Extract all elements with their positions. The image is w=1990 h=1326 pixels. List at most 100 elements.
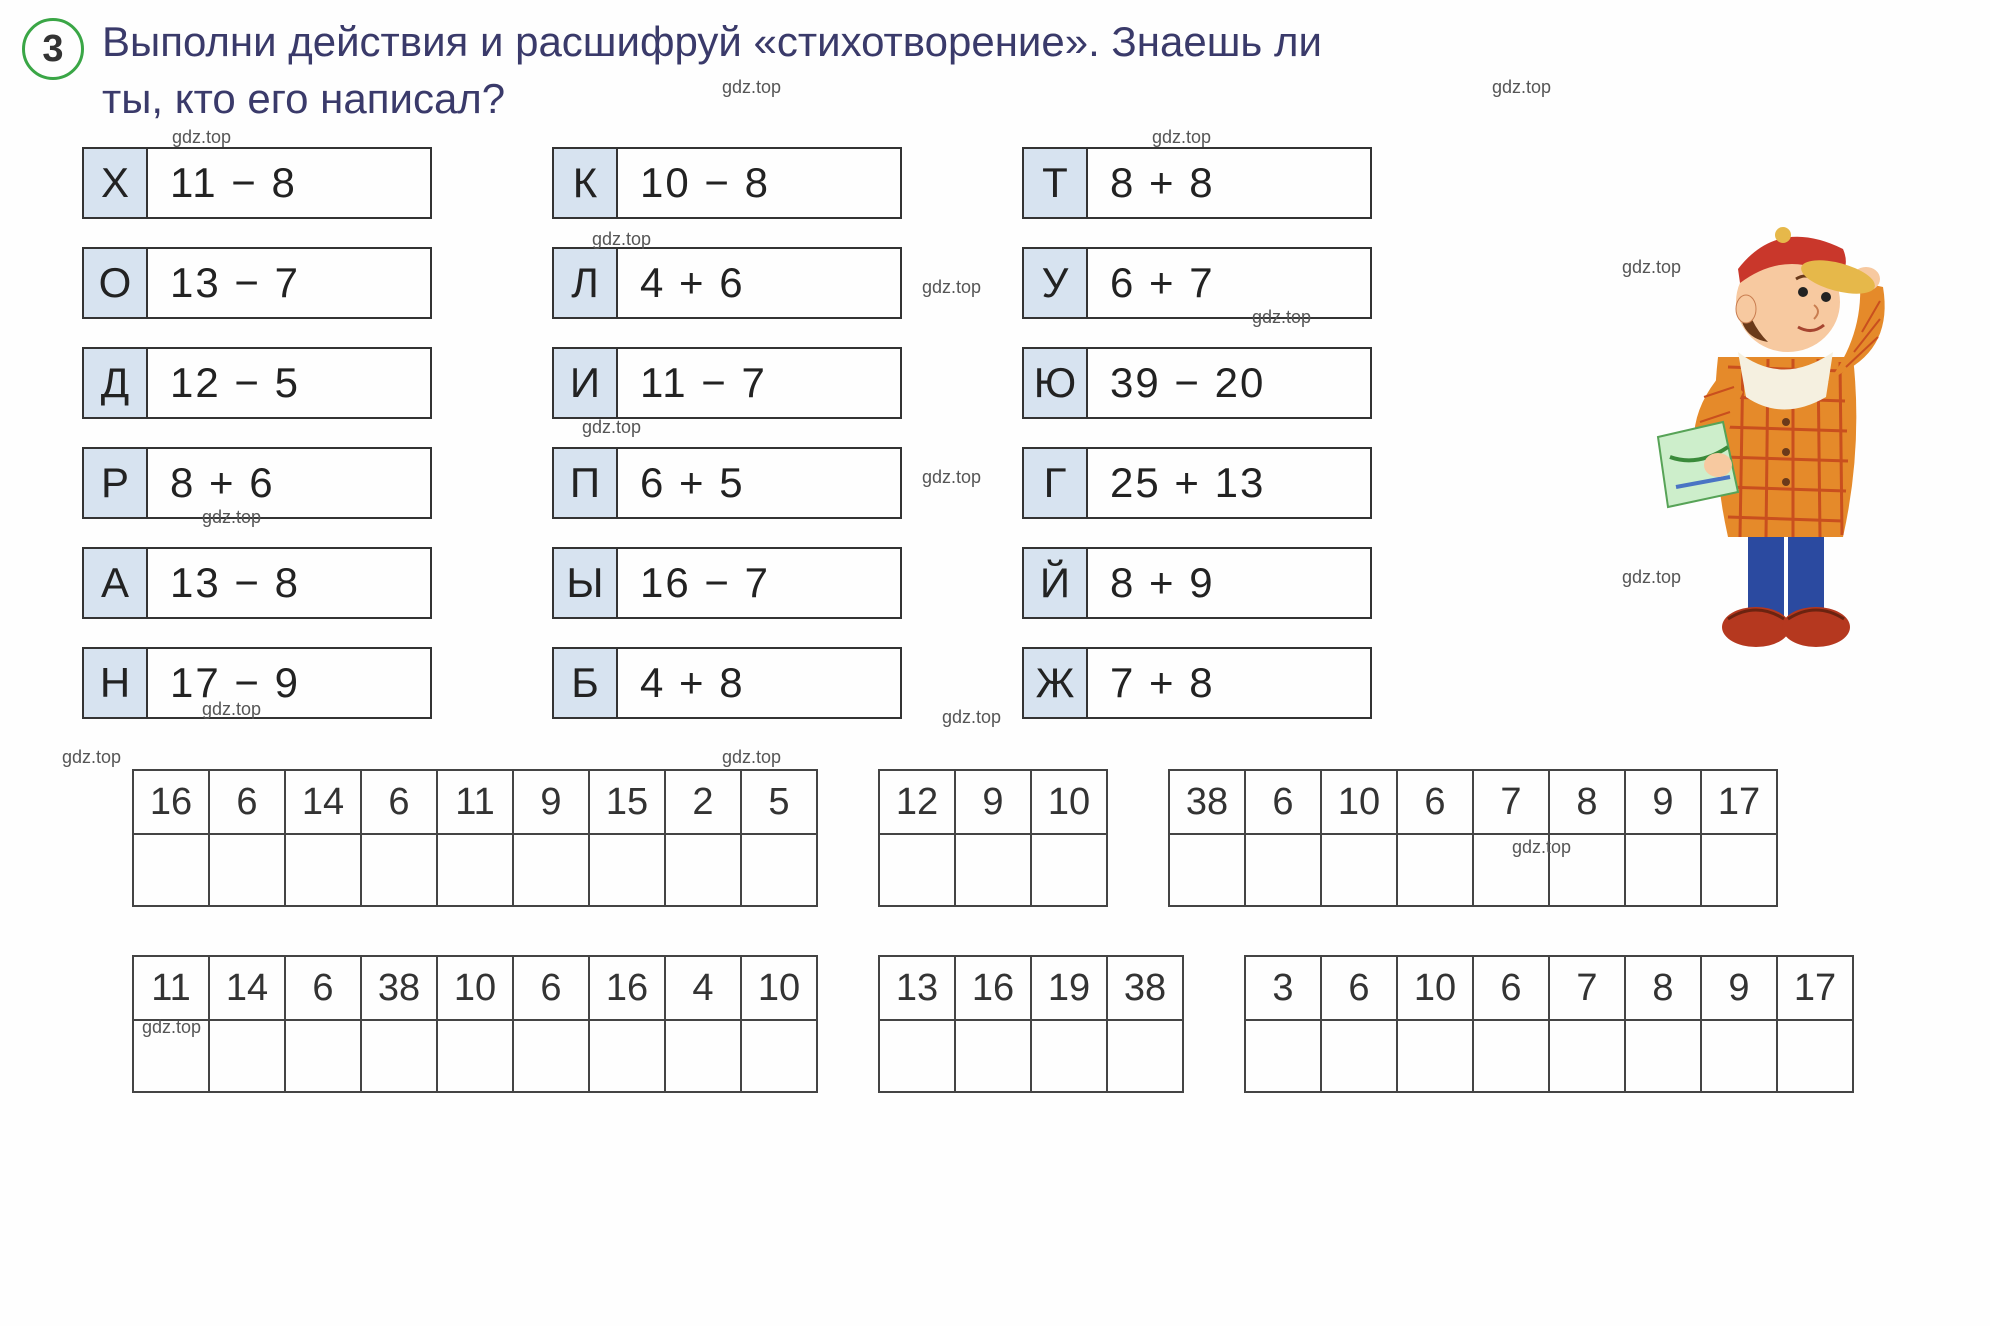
decode-number-cell: 6 xyxy=(361,770,437,834)
decode-answer-cell xyxy=(1549,1020,1625,1092)
cipher-expression: 8 + 9 xyxy=(1088,549,1370,617)
cipher-box: Т8 + 8 xyxy=(1022,147,1372,219)
cipher-expression: 10 − 8 xyxy=(618,149,900,217)
watermark: gdz.top xyxy=(922,277,981,298)
decode-table: 13161938 xyxy=(878,955,1184,1093)
decode-number-cell: 5 xyxy=(741,770,817,834)
decode-answer-cell xyxy=(513,834,589,906)
decode-number-cell: 38 xyxy=(361,956,437,1020)
decode-answer-cell xyxy=(589,1020,665,1092)
decode-number-cell: 2 xyxy=(665,770,741,834)
cipher-expression: 6 + 7 xyxy=(1088,249,1370,317)
decode-number-cell: 17 xyxy=(1701,770,1777,834)
cipher-letter: Д xyxy=(84,349,148,417)
cipher-expression: 4 + 8 xyxy=(618,649,900,717)
cipher-column: Х11 − 8О13 − 7Д12 − 5Р8 + 6А13 − 8Н17 − … xyxy=(82,147,432,719)
decode-answer-cell xyxy=(1625,834,1701,906)
decode-answer-cell xyxy=(955,834,1031,906)
cipher-box: Ж7 + 8 xyxy=(1022,647,1372,719)
decode-number-cell: 11 xyxy=(133,956,209,1020)
decode-number-cell: 6 xyxy=(1321,956,1397,1020)
cipher-letter: Ы xyxy=(554,549,618,617)
cipher-box: Ы16 − 7 xyxy=(552,547,902,619)
cipher-box: К10 − 8 xyxy=(552,147,902,219)
cipher-letter: Ю xyxy=(1024,349,1088,417)
watermark: gdz.top xyxy=(1252,307,1311,328)
decode-number-cell: 16 xyxy=(133,770,209,834)
cipher-letter: Т xyxy=(1024,149,1088,217)
decode-answer-cell xyxy=(1321,1020,1397,1092)
decode-number-cell: 10 xyxy=(1031,770,1107,834)
watermark: gdz.top xyxy=(142,1017,201,1038)
problem-number-circle: 3 xyxy=(22,18,84,80)
cipher-expression: 16 − 7 xyxy=(618,549,900,617)
cipher-letter: О xyxy=(84,249,148,317)
cipher-box: Ю39 − 20 xyxy=(1022,347,1372,419)
decode-number-cell: 6 xyxy=(209,770,285,834)
decode-answer-cell xyxy=(741,1020,817,1092)
decode-number-cell: 16 xyxy=(589,956,665,1020)
decode-answer-cell xyxy=(589,834,665,906)
decode-answer-cell xyxy=(955,1020,1031,1092)
decode-number-cell: 9 xyxy=(1625,770,1701,834)
watermark: gdz.top xyxy=(922,467,981,488)
cipher-expression: 11 − 8 xyxy=(148,149,430,217)
decode-row-1: 16614611915251291038610678917 xyxy=(132,769,1968,907)
decode-number-cell: 38 xyxy=(1107,956,1183,1020)
content-area: Х11 − 8О13 − 7Д12 − 5Р8 + 6А13 − 8Н17 − … xyxy=(22,147,1968,1093)
decode-number-cell: 6 xyxy=(1473,956,1549,1020)
watermark: gdz.top xyxy=(202,507,261,528)
cipher-box: Й8 + 9 xyxy=(1022,547,1372,619)
cipher-expression: 17 − 9 xyxy=(148,649,430,717)
decode-number-cell: 10 xyxy=(741,956,817,1020)
decode-number-cell: 11 xyxy=(437,770,513,834)
decode-answer-cell xyxy=(209,834,285,906)
cipher-box: Д12 − 5 xyxy=(82,347,432,419)
cipher-expression: 13 − 7 xyxy=(148,249,430,317)
decode-answer-cell xyxy=(879,1020,955,1092)
decode-answer-cell xyxy=(1321,834,1397,906)
decode-number-cell: 6 xyxy=(285,956,361,1020)
decode-number-cell: 14 xyxy=(209,956,285,1020)
cipher-letter: И xyxy=(554,349,618,417)
watermark: gdz.top xyxy=(942,707,1001,728)
decode-table: 3610678917 xyxy=(1244,955,1854,1093)
decode-answer-cell xyxy=(665,1020,741,1092)
decode-answer-cell xyxy=(1031,834,1107,906)
decode-answer-cell xyxy=(1701,1020,1777,1092)
watermark: gdz.top xyxy=(1512,837,1571,858)
cipher-expression: 25 + 13 xyxy=(1088,449,1370,517)
boy-illustration xyxy=(1628,187,1928,667)
decode-number-cell: 38 xyxy=(1169,770,1245,834)
decode-number-cell: 10 xyxy=(1397,956,1473,1020)
cipher-letter: А xyxy=(84,549,148,617)
cipher-box: А13 − 8 xyxy=(82,547,432,619)
decode-answer-cell xyxy=(513,1020,589,1092)
decode-answer-cell xyxy=(285,1020,361,1092)
decode-answer-cell xyxy=(1245,834,1321,906)
decode-number-cell: 8 xyxy=(1549,770,1625,834)
cipher-letter: Л xyxy=(554,249,618,317)
decode-answer-cell xyxy=(1701,834,1777,906)
cipher-expression: 12 − 5 xyxy=(148,349,430,417)
decode-answer-cell xyxy=(209,1020,285,1092)
cipher-box: Б4 + 8 xyxy=(552,647,902,719)
cipher-box: Х11 − 8 xyxy=(82,147,432,219)
watermark: gdz.top xyxy=(202,699,261,720)
decode-number-cell: 17 xyxy=(1777,956,1853,1020)
cipher-letter: У xyxy=(1024,249,1088,317)
decode-answer-cell xyxy=(437,834,513,906)
decode-number-cell: 15 xyxy=(589,770,665,834)
decode-number-cell: 9 xyxy=(1701,956,1777,1020)
cipher-letter: Б xyxy=(554,649,618,717)
watermark: gdz.top xyxy=(722,77,781,98)
decode-answer-cell xyxy=(133,834,209,906)
decode-number-cell: 14 xyxy=(285,770,361,834)
cipher-expression: 11 − 7 xyxy=(618,349,900,417)
decode-table: 12910 xyxy=(878,769,1108,907)
decode-number-cell: 12 xyxy=(879,770,955,834)
watermark: gdz.top xyxy=(722,747,781,768)
decode-table: 111463810616410 xyxy=(132,955,818,1093)
decode-row-2: 111463810616410131619383610678917 xyxy=(132,955,1968,1093)
cipher-expression: 8 + 8 xyxy=(1088,149,1370,217)
